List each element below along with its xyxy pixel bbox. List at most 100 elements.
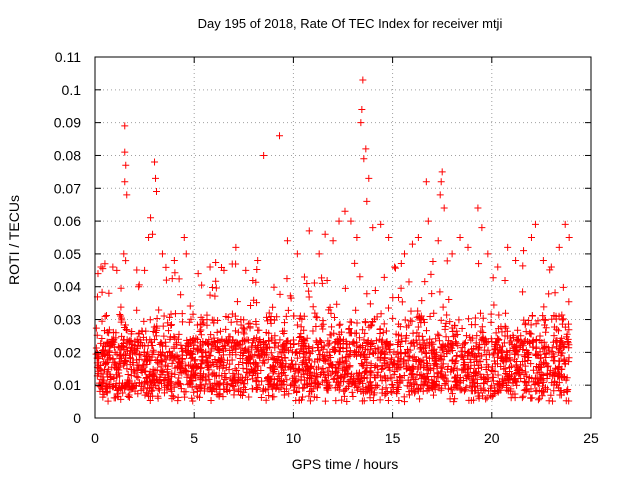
data-point [232, 351, 240, 359]
data-point [132, 347, 140, 355]
data-point [369, 224, 377, 232]
data-point [335, 321, 343, 329]
data-point [241, 345, 249, 353]
data-point [219, 359, 227, 367]
data-point [506, 334, 514, 342]
x-tick-label: 15 [385, 430, 401, 446]
data-point [396, 358, 404, 366]
data-point [410, 380, 418, 388]
data-point [326, 339, 334, 347]
data-point [342, 353, 350, 361]
data-point [212, 277, 220, 285]
data-point [164, 319, 172, 327]
data-point [421, 349, 429, 357]
data-point [404, 376, 412, 384]
data-point [324, 386, 332, 394]
data-point [424, 217, 432, 225]
data-point [335, 217, 343, 225]
data-point [358, 360, 366, 368]
data-point [362, 368, 370, 376]
data-point [313, 314, 321, 322]
data-point [533, 369, 541, 377]
data-point [536, 337, 544, 345]
data-point [136, 336, 144, 344]
data-point [406, 353, 414, 361]
data-point [212, 284, 220, 292]
data-point [437, 316, 445, 324]
data-point [204, 362, 212, 370]
data-point [507, 337, 515, 345]
data-point [103, 380, 111, 388]
data-point [555, 312, 563, 320]
data-point [366, 371, 374, 379]
data-point [531, 380, 539, 388]
data-point [547, 391, 555, 399]
data-point [519, 340, 527, 348]
data-point [177, 365, 185, 373]
data-point [271, 332, 279, 340]
data-point [283, 376, 291, 384]
data-point [160, 332, 168, 340]
data-point [456, 384, 464, 392]
data-point [233, 298, 241, 306]
data-point [218, 355, 226, 363]
data-point [188, 349, 196, 357]
data-point [321, 357, 329, 365]
data-point [133, 373, 141, 381]
data-point [363, 290, 371, 298]
data-point [233, 367, 241, 375]
data-point [223, 337, 231, 345]
data-point [359, 341, 367, 349]
data-point [489, 274, 497, 282]
data-point [434, 237, 442, 245]
data-point [515, 336, 523, 344]
y-tick-label: 0.02 [54, 344, 81, 360]
data-point [229, 383, 237, 391]
data-point [311, 358, 319, 366]
data-point [228, 310, 236, 318]
data-point [139, 341, 147, 349]
data-point [381, 391, 389, 399]
data-point [397, 349, 405, 357]
data-point [270, 283, 278, 291]
data-point [155, 306, 163, 314]
data-point [243, 336, 251, 344]
data-point [234, 370, 242, 378]
data-point [467, 387, 475, 395]
data-point [219, 393, 227, 401]
data-point [413, 329, 421, 337]
data-point [213, 391, 221, 399]
data-point [417, 374, 425, 382]
data-point [153, 188, 161, 196]
data-point [173, 339, 181, 347]
data-point [305, 355, 313, 363]
data-point [113, 266, 121, 274]
y-tick-label: 0.08 [54, 147, 81, 163]
data-point [120, 360, 128, 368]
data-point [182, 250, 190, 258]
data-point [284, 337, 292, 345]
data-point [116, 354, 124, 362]
data-point [536, 354, 544, 362]
data-point [180, 234, 188, 241]
data-point [556, 357, 564, 365]
data-point [371, 348, 379, 356]
data-point [550, 332, 558, 340]
data-point [105, 329, 113, 337]
data-point [274, 375, 282, 383]
data-point [436, 355, 444, 363]
data-point [406, 346, 414, 354]
data-point [137, 386, 145, 394]
data-point [206, 291, 214, 299]
data-point [102, 360, 110, 368]
data-point [312, 313, 320, 321]
data-point [450, 367, 458, 375]
data-point [94, 270, 102, 278]
data-point [308, 347, 316, 355]
data-point [225, 366, 233, 374]
data-point [182, 342, 190, 350]
data-point [158, 250, 166, 258]
data-point [257, 394, 265, 402]
data-point [402, 337, 410, 345]
data-point [539, 312, 547, 320]
